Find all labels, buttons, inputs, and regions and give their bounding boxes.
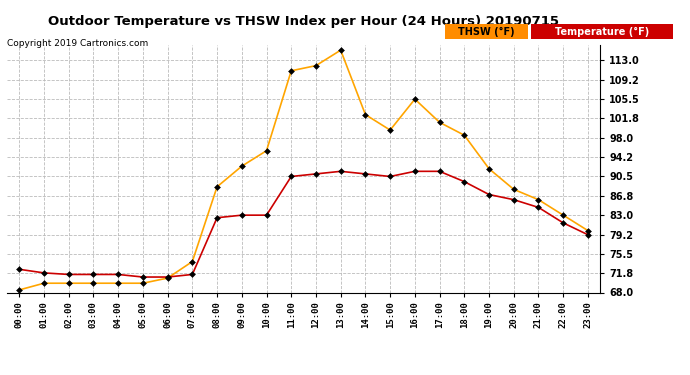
Text: Copyright 2019 Cartronics.com: Copyright 2019 Cartronics.com (7, 39, 148, 48)
Text: THSW (°F): THSW (°F) (458, 27, 515, 37)
Text: Temperature (°F): Temperature (°F) (555, 27, 649, 37)
Text: Outdoor Temperature vs THSW Index per Hour (24 Hours) 20190715: Outdoor Temperature vs THSW Index per Ho… (48, 15, 559, 28)
